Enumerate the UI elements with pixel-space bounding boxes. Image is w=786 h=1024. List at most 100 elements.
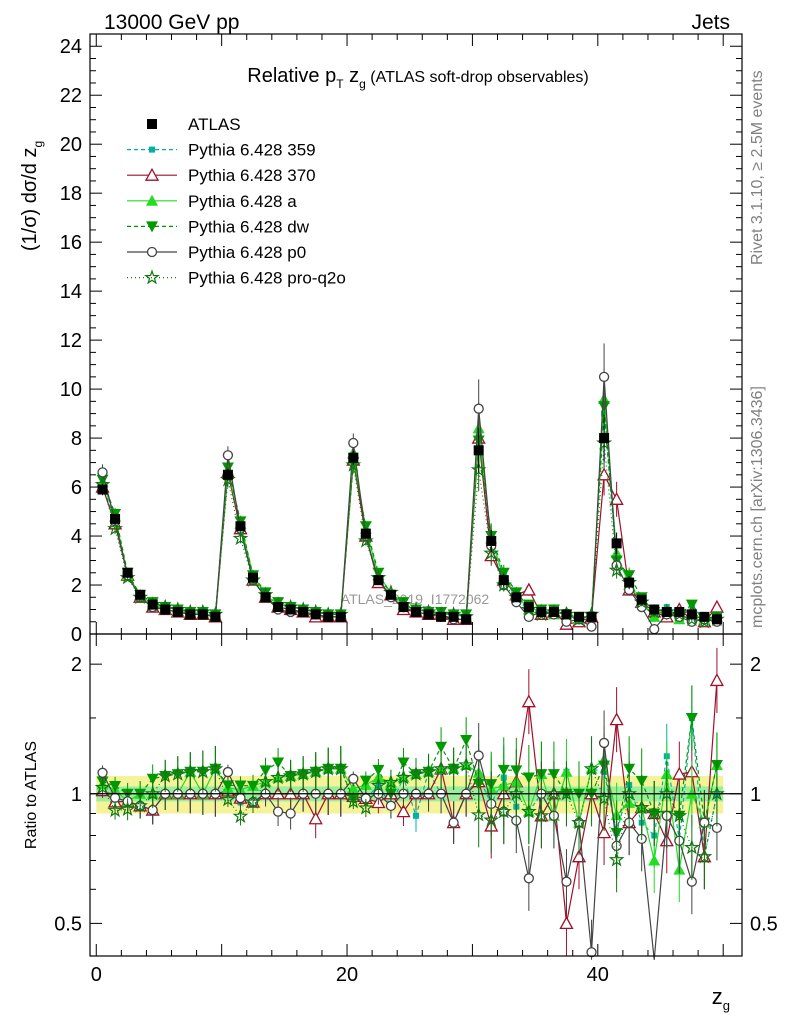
data-point	[107, 520, 124, 536]
ratio-point	[658, 785, 675, 801]
ratio-point	[348, 773, 359, 784]
data-point	[298, 606, 309, 617]
ratio-point	[295, 765, 312, 781]
data-point	[586, 621, 597, 632]
ratio-point	[382, 774, 399, 790]
ratio-point	[561, 876, 572, 887]
data-point	[210, 611, 221, 622]
legend-label: Pythia 6.428 359	[188, 141, 316, 160]
data-point	[448, 611, 459, 622]
data-point	[498, 575, 509, 586]
ratio-point	[633, 799, 650, 815]
data-point	[598, 371, 610, 383]
data-point	[470, 461, 487, 477]
ratio-point	[458, 756, 474, 772]
data-point	[348, 437, 359, 449]
data-point	[110, 513, 121, 524]
data-point	[473, 445, 484, 456]
data-point	[357, 532, 374, 548]
ratio-point	[596, 825, 612, 839]
ratio-data-layer	[90, 647, 742, 960]
legend-marker	[149, 146, 155, 153]
data-point	[160, 604, 171, 615]
ratio-y-tick-label: 1	[71, 784, 82, 806]
ratio-point	[370, 777, 387, 793]
data-point	[548, 606, 559, 617]
legend-marker	[146, 221, 158, 233]
ratio-point	[109, 780, 122, 792]
ratio-point	[520, 803, 537, 819]
x-tick-label: 40	[587, 964, 609, 986]
legend-marker	[144, 269, 160, 285]
ratio-point	[420, 763, 437, 779]
ratio-point	[646, 805, 663, 821]
data-point	[260, 592, 271, 603]
legend-label: Pythia 6.428 370	[188, 166, 316, 185]
header-right: Jets	[691, 11, 730, 34]
ratio-point	[473, 750, 484, 761]
y-tick-label: 24	[60, 36, 82, 58]
data-point	[172, 606, 183, 617]
data-point	[486, 535, 497, 546]
legend-label: Pythia 6.428 pro-q2o	[188, 269, 346, 288]
ylabel-ratio: Ratio to ATLAS	[23, 741, 40, 849]
ratio-point	[285, 808, 296, 819]
ratio-point	[359, 775, 372, 787]
legend-label: Pythia 6.428 a	[188, 192, 297, 211]
ratio-point	[132, 797, 149, 813]
data-point	[461, 614, 472, 625]
data-point	[483, 544, 500, 560]
legend-label: ATLAS	[188, 115, 241, 134]
ratio-point	[508, 785, 525, 801]
ratio-series-pythia-6-428-p0	[97, 710, 723, 960]
ratio-y-tick-label: 2	[71, 654, 82, 676]
ratio-point	[308, 811, 323, 825]
data-point	[436, 611, 447, 622]
y-tick-label: 6	[71, 477, 82, 499]
y-tick-label: 18	[60, 183, 82, 205]
legend-marker	[146, 194, 158, 206]
data-point	[248, 572, 258, 583]
ratio-y-tick-label-right: 0.5	[750, 913, 778, 935]
data-point	[609, 491, 624, 505]
ratio-point	[609, 712, 624, 726]
ratio-point	[559, 916, 574, 930]
ratio-point	[146, 773, 159, 785]
ratio-point	[182, 763, 199, 779]
xlabel: zg	[712, 984, 730, 1013]
data-point	[185, 609, 196, 620]
data-point	[709, 599, 725, 613]
ratio-point	[497, 764, 510, 776]
data-point	[222, 450, 234, 461]
ratio-y-tick-label-right: 1	[750, 784, 761, 806]
xlabel-sub: g	[723, 998, 730, 1013]
ratio-point	[470, 806, 487, 822]
ratio-point	[709, 673, 725, 687]
data-point	[222, 469, 233, 480]
ratio-point	[332, 760, 349, 776]
side-label-top: Rivet 3.1.10, ≥ 2.5M events	[749, 70, 766, 265]
ratio-axes: 0.5 0.51 12 20 20 40	[54, 634, 778, 986]
ratio-point	[221, 780, 234, 792]
x-tick-label: 20	[336, 964, 358, 986]
data-point	[636, 594, 647, 605]
ratio-point	[272, 806, 284, 817]
ratio-point	[245, 793, 261, 809]
data-point	[97, 484, 108, 495]
ratio-point	[169, 765, 186, 781]
ratio-point	[219, 791, 236, 807]
ratio-point	[533, 807, 550, 823]
ratio-point	[247, 780, 259, 792]
data-point	[135, 589, 146, 600]
data-point	[385, 589, 396, 600]
ratio-point	[234, 780, 247, 792]
data-point	[649, 604, 660, 615]
ratio-point	[483, 811, 500, 827]
data-point	[232, 530, 249, 546]
data-point	[599, 433, 610, 444]
ratio-point	[109, 792, 121, 803]
y-tick-label: 16	[60, 232, 82, 254]
watermark: ATLAS_2019_I1772062	[341, 591, 490, 607]
